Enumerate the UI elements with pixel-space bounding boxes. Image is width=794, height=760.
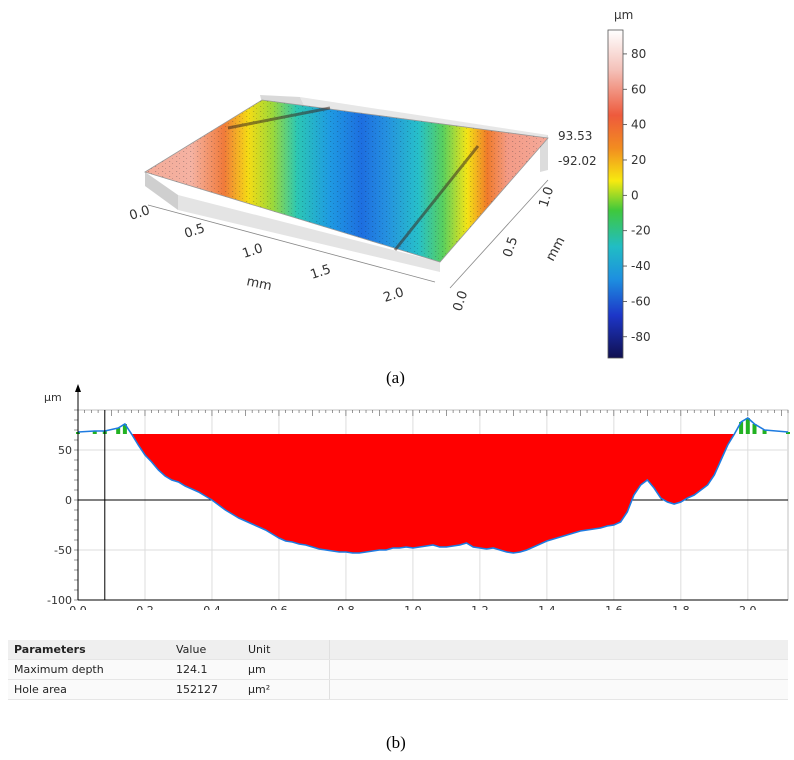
header-parameters: Parameters [8, 640, 170, 660]
table-row: Hole area 152127 µm² [8, 679, 788, 700]
x-tick-label: 1.5 [309, 262, 333, 283]
profile-chart: 0.0 0.2 0.4 0.6 0.8 1.0 1.2 1.4 1.6 1.8 2.0 50 0 -50 -… [44, 384, 790, 610]
colorbar-tick-label: 40 [631, 118, 646, 132]
plot-axes: 0.0 0.2 0.4 0.6 0.8 1.0 1.2 1.4 1.6 1.8 2.0 50 0 -50 -… [47, 384, 789, 610]
y-axis-3d: 0.0 0.5 1.0 mm [449, 179, 568, 313]
y-axis-arrow [75, 384, 81, 392]
y-tick-label: 0.5 [501, 235, 522, 259]
x-tick-label: 1.8 [672, 604, 690, 610]
x-tick-label: 1.0 [241, 241, 265, 262]
row-unit: µm [242, 659, 330, 680]
y-tick-label: -100 [47, 594, 72, 607]
row-parameter: Maximum depth [8, 659, 170, 680]
row-filler [329, 659, 788, 680]
colorbar-tick-label: -20 [631, 224, 651, 238]
colorbar-scale [607, 29, 624, 359]
table-row: Maximum depth 124.1 µm [8, 659, 788, 680]
x-axis-label: mm [245, 274, 273, 294]
x-tick-label: 0.8 [337, 604, 355, 610]
x-tick-label: 1.6 [605, 604, 623, 610]
x-tick-label: 0.5 [183, 221, 207, 242]
colorbar-tick-label: -40 [631, 259, 651, 273]
x-tick-label: 0.0 [128, 203, 152, 224]
colorbar-unit: µm [614, 8, 633, 22]
profile-series-line [77, 417, 789, 554]
x-tick-label: 2.0 [382, 285, 406, 306]
figure-a-caption: (a) [386, 368, 405, 387]
y-tick-label: 1.0 [537, 185, 558, 209]
x-tick-label: 1.2 [471, 604, 489, 610]
parameters-table: Parameters Value Unit Maximum depth 124.… [8, 640, 788, 700]
z-max-label: 93.53 [558, 129, 592, 143]
x-tick-label: 0.2 [136, 604, 154, 610]
y-unit-label: µm [44, 391, 62, 404]
row-value: 124.1 [170, 659, 242, 680]
surface-3d-figure: 0.0 0.5 1.0 1.5 2.0 mm 0.0 0.5 1.0 mm 93… [128, 8, 651, 359]
x-tick-label: 0.4 [203, 604, 221, 610]
y-tick-label: 50 [58, 444, 72, 457]
y-tick-label: 0.0 [451, 289, 472, 313]
x-tick-label: 1.4 [538, 604, 556, 610]
row-filler [329, 679, 788, 700]
row-value: 152127 [170, 679, 242, 700]
x-tick-label: 2.0 [739, 604, 757, 610]
header-unit: Unit [242, 640, 330, 660]
header-value: Value [170, 640, 242, 660]
figure-b-caption: (b) [386, 733, 406, 752]
colorbar-tick-label: 20 [631, 153, 646, 167]
y-tick-label: 0 [65, 494, 72, 507]
x-tick-label: 0.6 [270, 604, 288, 610]
row-unit: µm² [242, 679, 330, 700]
colorbar-tick-label: -60 [631, 294, 651, 308]
colorbar-tick-label: 80 [631, 47, 646, 61]
colorbar-tick-label: 0 [631, 188, 639, 202]
colorbar-tick-label: 60 [631, 82, 646, 96]
header-filler [329, 640, 788, 660]
z-min-label: -92.02 [558, 154, 597, 168]
x-tick-label: 1.0 [404, 604, 422, 610]
y-axis-label: mm [543, 234, 568, 263]
row-parameter: Hole area [8, 679, 170, 700]
x-tick-label: 0.0 [69, 604, 87, 610]
colorbar: µm 80 60 40 20 0 -20 -40 -60 -80 [607, 8, 651, 359]
colorbar-tick-label: -80 [631, 330, 651, 344]
profile-line [77, 417, 789, 554]
surface-mesh [144, 99, 549, 263]
y-tick-label: -50 [54, 544, 72, 557]
table-header-row: Parameters Value Unit [8, 640, 788, 660]
hole-area [131, 434, 735, 553]
x-axis-3d: 0.0 0.5 1.0 1.5 2.0 mm [128, 203, 436, 306]
